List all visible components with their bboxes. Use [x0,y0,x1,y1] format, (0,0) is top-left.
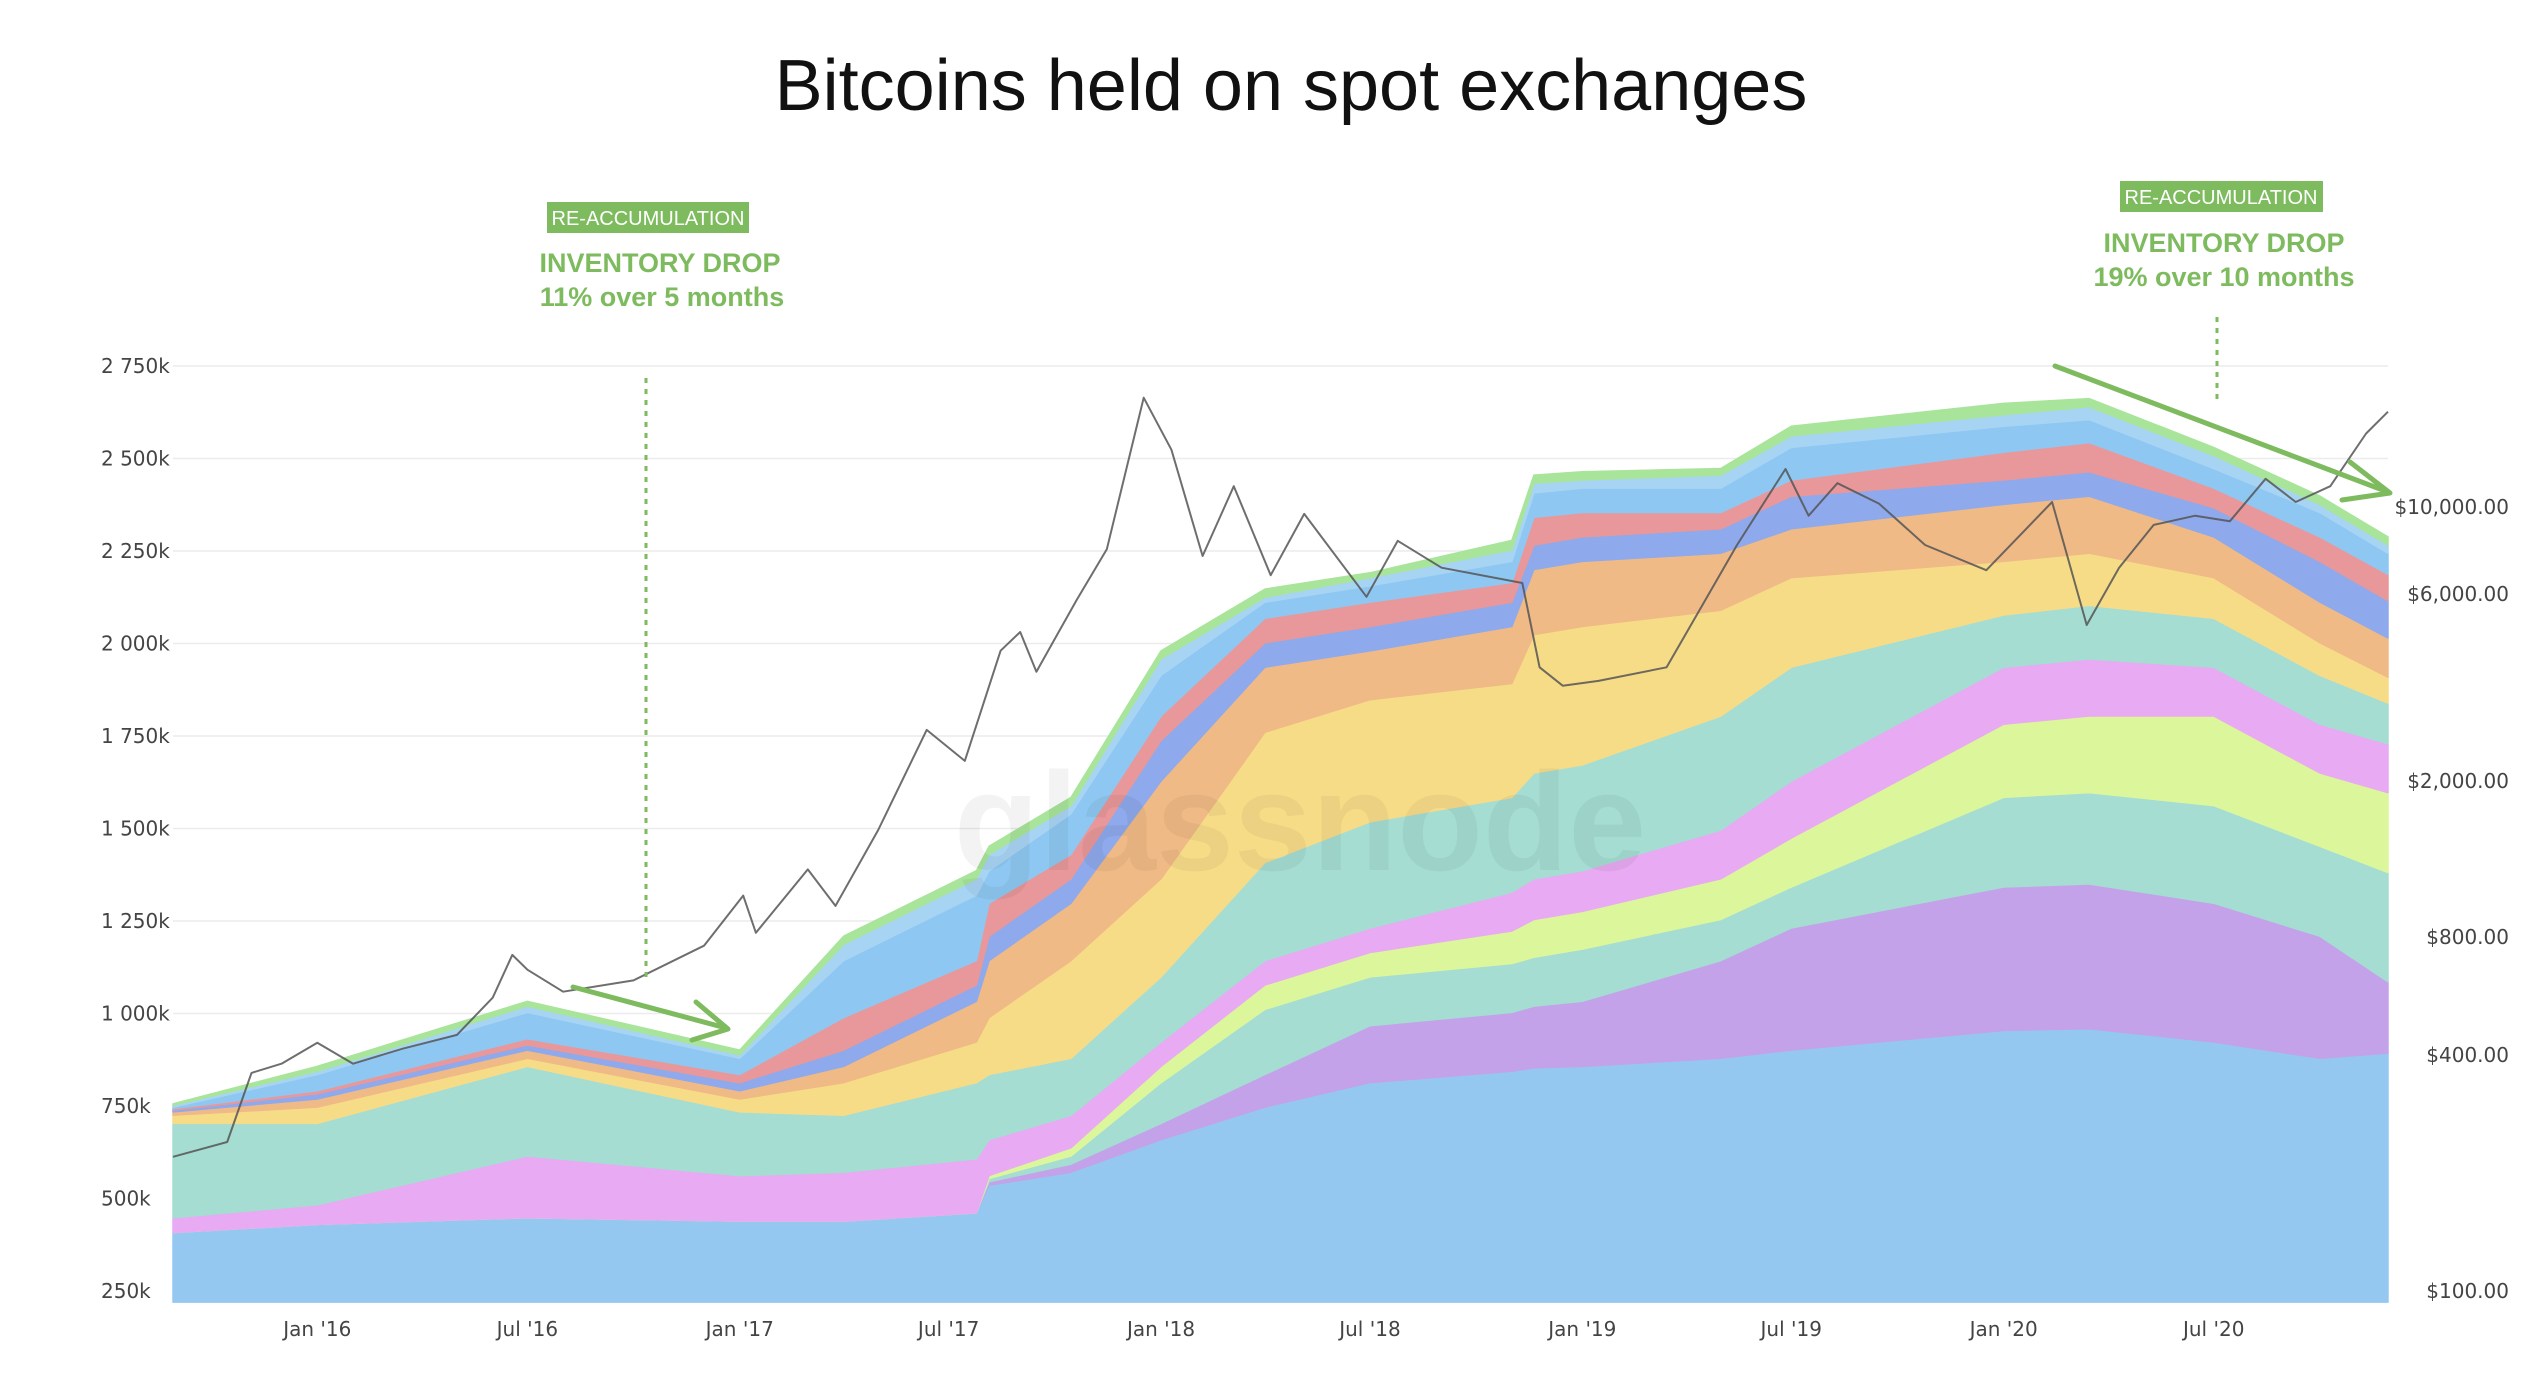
annotation-detail: 11% over 5 months [540,282,785,312]
price-line [172,396,2389,1158]
chart-title: Bitcoins held on spot exchanges [775,46,1808,126]
x-axis-tick-label: Jul '17 [916,1317,979,1341]
x-axis-tick-label: Jan '20 [1968,1317,2038,1341]
x-axis-tick-label: Jul '19 [1759,1317,1822,1341]
x-axis-tick-label: Jul '20 [2181,1317,2244,1341]
arrow-icon [2052,363,2393,503]
annotation-headline: INVENTORY DROP [2103,228,2344,258]
right-axis-tick-label: $400.00 [2426,1043,2509,1067]
annotation-headline: INVENTORY DROP [539,248,780,278]
annotation-detail: 19% over 10 months [2093,262,2354,292]
annotation-badge-text: RE-ACCUMULATION [2125,187,2318,209]
arrow-icon [570,984,731,1043]
left-axis-tick-label: 2 750k [101,354,170,378]
price-line-group [172,396,2389,1158]
left-axis-tick-label: 1 000k [101,1002,170,1026]
left-axis-tick-label: 1 750k [101,724,170,748]
left-axis: 250k 500k 750k 1 000k 1 250k 1 500k 1 750k 2 00… [101,354,170,1303]
right-axis-tick-label: $800.00 [2426,925,2509,949]
right-axis: $100.00 $400.00 $800.00 $2,000.00 $6,000.00 $… [2394,495,2509,1303]
annotation-badge [2120,181,2323,212]
right-axis-tick-label: $2,000.00 [2407,769,2509,793]
x-axis: Jan '16 Jul '16 Jan '17 Jul '17 Jan '18 Jul '… [281,1317,2244,1341]
x-axis-tick-label: Jul '18 [1337,1317,1400,1341]
left-axis-tick-label: 2 500k [101,447,170,471]
right-axis-tick-label: $10,000.00 [2394,495,2509,519]
x-axis-tick-label: Jan '17 [704,1317,774,1341]
annotation-badge [547,202,749,233]
x-axis-tick-label: Jul '16 [495,1317,558,1341]
right-axis-tick-label: $100.00 [2426,1279,2509,1303]
left-axis-tick-label: 500k [101,1187,151,1211]
right-axis-tick-label: $6,000.00 [2407,582,2509,606]
annotation-right: RE-ACCUMULATION INVENTORY DROP 19% over … [2052,181,2393,503]
area-layers [172,397,2389,1303]
area-layer-12 [172,397,2389,1107]
annotation-left: RE-ACCUMULATION INVENTORY DROP 11% over … [539,202,785,1043]
annotation-badge-text: RE-ACCUMULATION [552,208,745,230]
left-axis-tick-label: 2 000k [101,632,170,656]
left-axis-tick-label: 750k [101,1094,151,1118]
left-axis-tick-label: 250k [101,1279,151,1303]
left-axis-tick-label: 1 500k [101,817,170,841]
left-axis-tick-label: 2 250k [101,539,170,563]
x-axis-tick-label: Jan '19 [1546,1317,1616,1341]
x-axis-tick-label: Jan '18 [1125,1317,1195,1341]
x-axis-tick-label: Jan '16 [281,1317,351,1341]
left-axis-tick-label: 1 250k [101,909,170,933]
watermark-logo: glassnode [954,743,1646,900]
